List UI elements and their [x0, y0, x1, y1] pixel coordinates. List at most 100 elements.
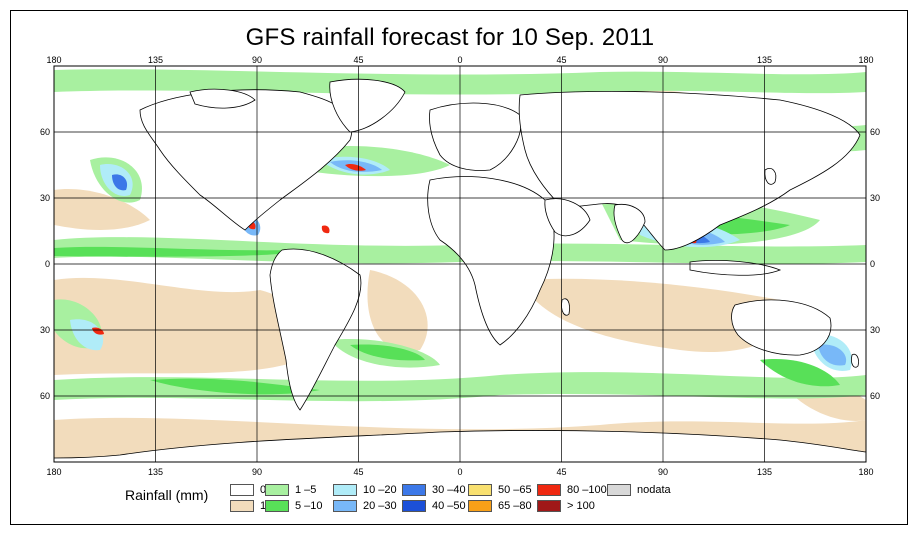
legend-item: 65 –80 — [468, 500, 532, 512]
lon-tick-bottom: 0 — [457, 467, 462, 477]
legend-label: nodata — [637, 484, 671, 496]
land-india — [613, 203, 646, 244]
lat-tick-left: 60 — [40, 391, 50, 401]
lat-tick-left: 30 — [40, 325, 50, 335]
rain-field-green — [150, 378, 320, 395]
legend-swatch — [607, 484, 631, 496]
lat-tick-left: 60 — [40, 127, 50, 137]
land-arabia — [544, 198, 591, 237]
rain-field-green — [760, 359, 840, 387]
lon-tick-bottom: 45 — [556, 467, 566, 477]
lat-tick-left: 30 — [40, 193, 50, 203]
legend-swatch — [230, 500, 254, 512]
rain-field-beige — [367, 270, 428, 352]
lon-tick-top: 45 — [353, 55, 363, 65]
legend-label: 40 –50 — [432, 500, 466, 512]
legend-label: 80 –100 — [567, 484, 607, 496]
rain-field-red — [345, 163, 366, 171]
land-north-america — [139, 89, 353, 231]
legend-item: 1 — [230, 500, 266, 512]
land-africa — [427, 176, 555, 346]
lat-tick-right: 30 — [870, 193, 880, 203]
lon-tick-bottom: 90 — [252, 467, 262, 477]
legend-swatch — [230, 484, 254, 496]
lon-tick-bottom: 90 — [658, 467, 668, 477]
legend-label: 65 –80 — [498, 500, 532, 512]
axis-labels: 180 135 90 45 0 45 90 135 180 180 135 90 45 0 45 90 135 1… — [40, 55, 880, 477]
lon-tick-top: 0 — [457, 55, 462, 65]
lon-tick-top: 135 — [148, 55, 163, 65]
legend-item: 80 –100 — [537, 484, 607, 496]
legend-item: 1 –5 — [265, 484, 316, 496]
legend-label: 20 –30 — [363, 500, 397, 512]
lat-tick-right: 0 — [870, 259, 875, 269]
legend-label: 1 — [260, 500, 267, 512]
legend-item: 40 –50 — [402, 500, 466, 512]
legend-swatch — [537, 484, 561, 496]
lon-tick-top: 180 — [858, 55, 873, 65]
lon-tick-top: 135 — [757, 55, 772, 65]
lon-tick-bottom: 135 — [757, 467, 772, 477]
rain-field-dark-blue — [112, 174, 128, 191]
rain-field-green — [350, 344, 425, 361]
legend-title: Rainfall (mm) — [125, 487, 209, 503]
rain-field-beige — [520, 278, 786, 352]
lon-tick-top: 180 — [46, 55, 61, 65]
land-europe — [429, 102, 522, 171]
graticule — [54, 66, 866, 462]
land-arctic-islands — [189, 88, 256, 109]
legend-item: 20 –30 — [333, 500, 397, 512]
legend-swatch — [402, 500, 426, 512]
legend-label: > 100 — [567, 500, 595, 512]
lon-tick-bottom: 180 — [46, 467, 61, 477]
land-south-america — [269, 248, 362, 411]
lat-tick-right: 60 — [870, 127, 880, 137]
land-greenland — [329, 78, 406, 133]
map-border — [53, 65, 867, 463]
legend-label: 10 –20 — [363, 484, 397, 496]
legend-item: 5 –10 — [265, 500, 323, 512]
legend-label: 0 — [260, 484, 267, 496]
rain-field-beige — [54, 277, 308, 375]
legend-swatch — [333, 500, 357, 512]
legend-swatch — [333, 484, 357, 496]
legend-item: nodata — [607, 484, 671, 496]
legend-item: 0 — [230, 484, 266, 496]
lon-tick-bottom: 135 — [148, 467, 163, 477]
rain-field-red — [92, 327, 104, 335]
rain-field-blue — [818, 344, 847, 366]
legend-item: 10 –20 — [333, 484, 397, 496]
land-asia — [518, 90, 861, 251]
rain-field-light-blue — [70, 319, 104, 351]
rain-field-green — [54, 246, 300, 257]
legend-swatch — [537, 500, 561, 512]
lon-tick-bottom: 180 — [858, 467, 873, 477]
legend-item: 30 –40 — [402, 484, 466, 496]
legend-swatch — [265, 484, 289, 496]
rain-field-red — [321, 225, 330, 234]
lon-tick-bottom: 45 — [353, 467, 363, 477]
legend-label: 50 –65 — [498, 484, 532, 496]
legend-label: 5 –10 — [295, 500, 323, 512]
legend-item: 50 –65 — [468, 484, 532, 496]
land-madagascar — [561, 298, 570, 316]
rain-field-beige — [54, 189, 150, 230]
map-frame — [10, 10, 908, 525]
map-title: GFS rainfall forecast for 10 Sep. 2011 — [245, 24, 655, 51]
legend-swatch — [468, 500, 492, 512]
legend-label: 30 –40 — [432, 484, 466, 496]
lon-tick-top: 90 — [252, 55, 262, 65]
lat-tick-right: 30 — [870, 325, 880, 335]
legend-swatch — [402, 484, 426, 496]
land-new-zealand — [851, 353, 859, 368]
legend-item: > 100 — [537, 500, 595, 512]
land-japan — [764, 167, 777, 185]
legend-label: 1 –5 — [295, 484, 317, 496]
legend-swatch — [265, 500, 289, 512]
lat-tick-right: 60 — [870, 391, 880, 401]
lon-tick-top: 90 — [658, 55, 668, 65]
lat-tick-left: 0 — [45, 259, 50, 269]
lon-tick-top: 45 — [556, 55, 566, 65]
legend-swatch — [468, 484, 492, 496]
